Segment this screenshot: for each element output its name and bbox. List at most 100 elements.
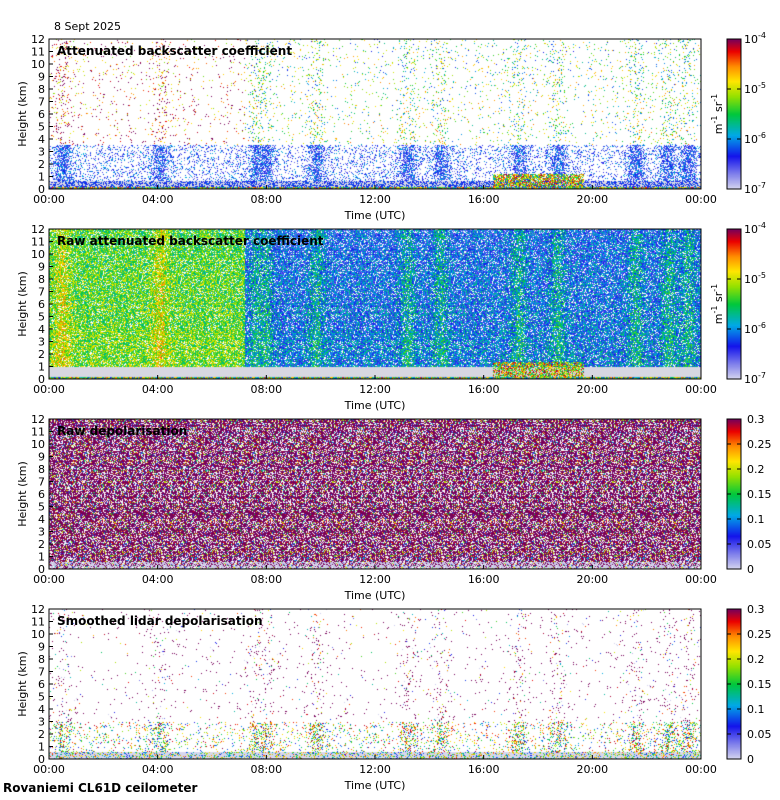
panel-4: Smoothed lidar depolarisation01234567891… [16,603,772,792]
x-tick-label: 08:00 [250,573,282,586]
x-tick-label: 08:00 [250,763,282,776]
y-tick-label: 5 [38,311,45,324]
y-tick-label: 6 [38,488,45,501]
heatmap-2 [49,229,701,379]
x-tick-label: 20:00 [576,193,608,206]
colorbar-tick-label: 10-6 [744,131,766,146]
heatmap-3 [49,419,701,569]
panel-title: Attenuated backscatter coefficient [57,44,292,58]
colorbar-tick-label: 10-4 [744,221,766,236]
panel-title: Raw attenuated backscatter coefficient [57,234,324,248]
colorbar-tick-label: 10-5 [744,81,766,96]
colorbar-tick-label: 0.25 [747,438,772,451]
colorbar-tick-label: 0.3 [747,603,765,616]
x-tick-label: 20:00 [576,383,608,396]
colorbar-tick-label: 0.15 [747,678,772,691]
x-tick-label: 20:00 [576,763,608,776]
colorbar-tick-label: 0.05 [747,538,772,551]
x-tick-label: 12:00 [359,383,391,396]
y-tick-label: 4 [38,513,45,526]
y-tick-label: 0 [38,183,45,196]
y-tick-label: 5 [38,501,45,514]
y-tick-label: 8 [38,653,45,666]
colorbar-tick-label: 0.25 [747,628,772,641]
x-axis-label: Time (UTC) [344,589,406,602]
y-tick-label: 10 [31,438,45,451]
y-tick-label: 6 [38,678,45,691]
y-tick-label: 2 [38,538,45,551]
y-tick-label: 2 [38,158,45,171]
x-axis-label: Time (UTC) [344,399,406,412]
x-tick-label: 04:00 [142,193,174,206]
y-tick-label: 4 [38,133,45,146]
x-tick-label: 00:00 [685,383,717,396]
y-tick-label: 1 [38,551,45,564]
y-tick-label: 6 [38,298,45,311]
x-tick-label: 04:00 [142,383,174,396]
y-tick-label: 9 [38,261,45,274]
panel-title: Smoothed lidar depolarisation [57,614,263,628]
colorbar-frame [726,228,742,380]
y-axis-label: Height (km) [16,651,29,717]
y-tick-label: 11 [31,236,45,249]
y-tick-label: 5 [38,691,45,704]
y-tick-label: 4 [38,703,45,716]
x-tick-label: 00:00 [33,193,65,206]
panel-1: Attenuated backscatter coefficient012345… [16,31,766,222]
y-tick-label: 1 [38,361,45,374]
colorbar-unit-label: m-1 sr-1 [710,284,725,324]
y-tick-label: 12 [31,33,45,46]
y-tick-label: 7 [38,476,45,489]
colorbar-tick-label: 10-5 [744,271,766,286]
y-tick-label: 3 [38,526,45,539]
y-tick-label: 5 [38,121,45,134]
x-tick-label: 16:00 [468,383,500,396]
y-tick-label: 12 [31,603,45,616]
y-axis-label: Height (km) [16,271,29,337]
y-tick-label: 7 [38,666,45,679]
colorbar-frame [726,38,742,190]
x-tick-label: 12:00 [359,763,391,776]
y-tick-label: 0 [38,563,45,576]
y-tick-label: 10 [31,58,45,71]
colorbar-tick-label: 10-4 [744,31,766,46]
x-tick-label: 00:00 [685,573,717,586]
x-tick-label: 08:00 [250,193,282,206]
colorbar-tick-label: 0.1 [747,703,765,716]
colorbar-tick-label: 0.2 [747,653,765,666]
y-tick-label: 2 [38,348,45,361]
x-tick-label: 04:00 [142,573,174,586]
panel-2: Raw attenuated backscatter coefficient01… [16,221,766,412]
colorbar-unit-label: m-1 sr-1 [710,94,725,134]
colorbar [727,229,741,379]
x-tick-label: 12:00 [359,193,391,206]
colorbar-tick-label: 10-7 [744,181,766,196]
y-tick-label: 6 [38,108,45,121]
y-tick-label: 8 [38,273,45,286]
x-axis-label: Time (UTC) [344,779,406,792]
y-tick-label: 11 [31,616,45,629]
y-tick-label: 11 [31,426,45,439]
y-tick-label: 9 [38,641,45,654]
colorbar-tick-label: 0.05 [747,728,772,741]
y-tick-label: 1 [38,171,45,184]
y-tick-label: 8 [38,83,45,96]
y-tick-label: 12 [31,413,45,426]
colorbar [727,609,741,759]
y-tick-label: 7 [38,96,45,109]
colorbar [727,39,741,189]
x-tick-label: 04:00 [142,763,174,776]
y-tick-label: 3 [38,716,45,729]
x-axis-label: Time (UTC) [344,209,406,222]
y-axis-label: Height (km) [16,81,29,147]
y-tick-label: 11 [31,46,45,59]
colorbar-tick-label: 0.1 [747,513,765,526]
colorbar-tick-label: 0.15 [747,488,772,501]
site-label: Rovaniemi CL61D ceilometer [3,781,198,795]
colorbar-tick-label: 0.3 [747,413,765,426]
x-tick-label: 16:00 [468,573,500,586]
y-tick-label: 12 [31,223,45,236]
x-tick-label: 12:00 [359,573,391,586]
colorbar [727,419,741,569]
